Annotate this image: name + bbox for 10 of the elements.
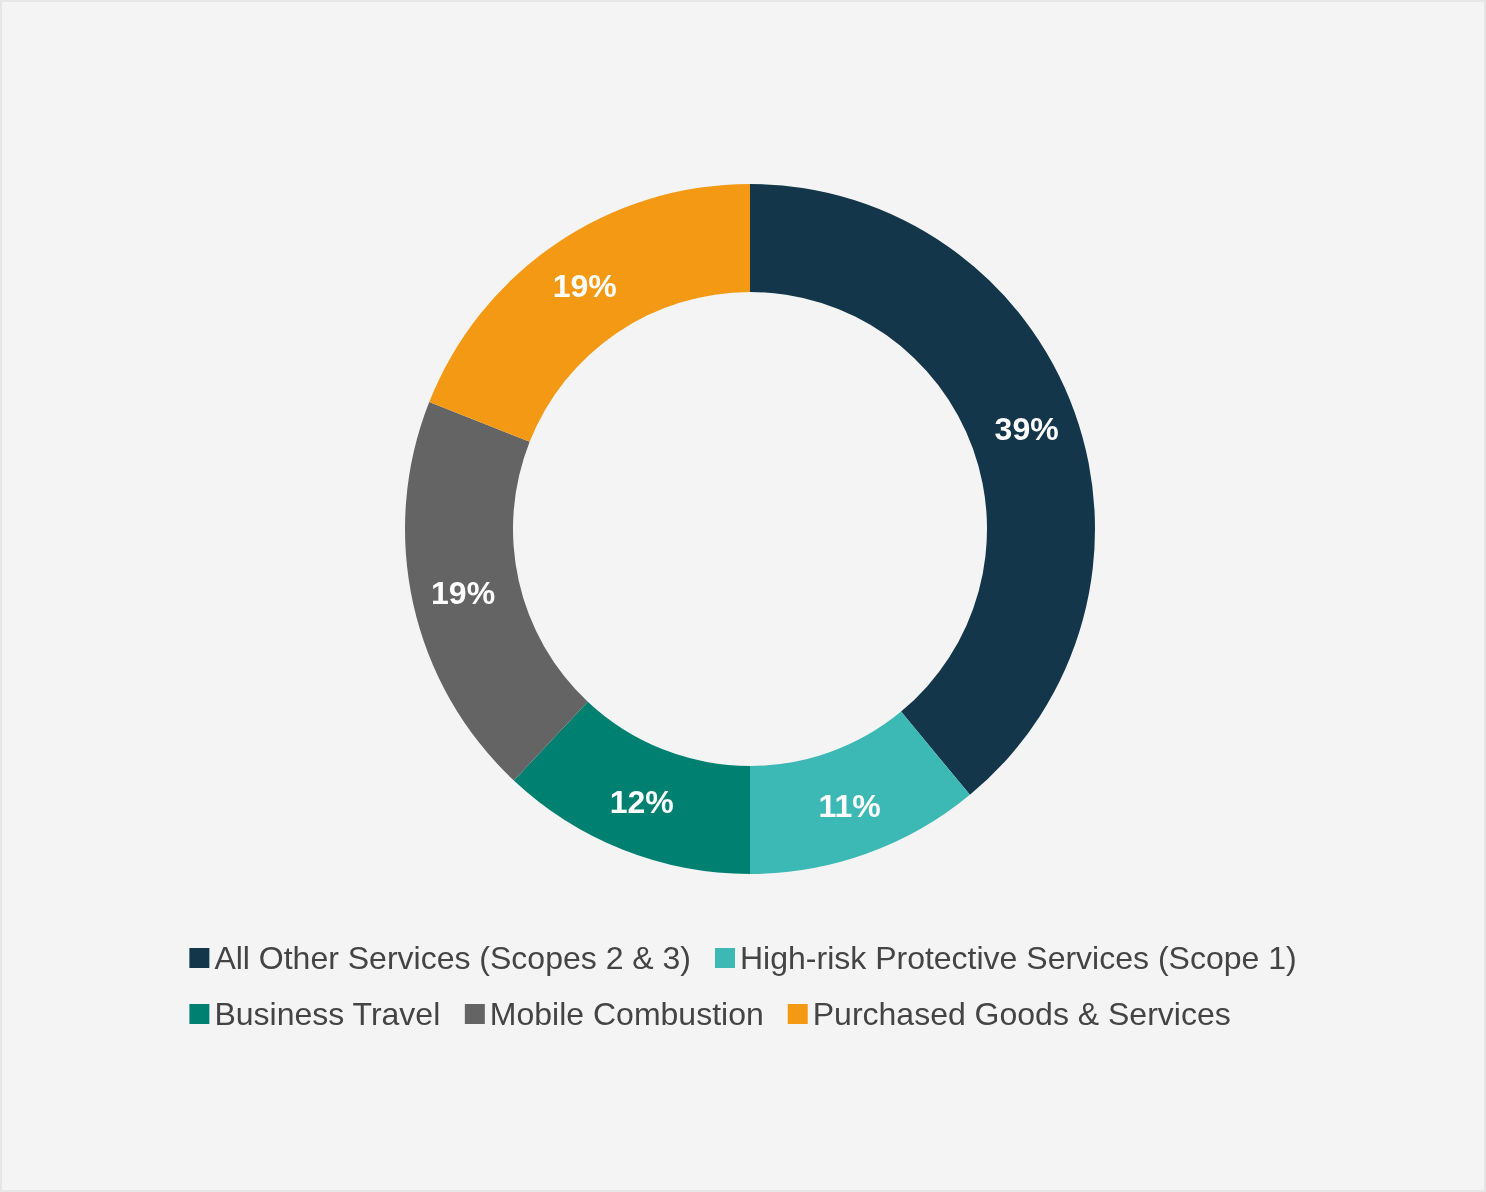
data-label: 19% [552, 267, 617, 304]
data-label: 11% [818, 787, 881, 824]
data-label: 12% [609, 784, 674, 821]
legend-label: All Other Services (Scopes 2 & 3) [214, 940, 691, 976]
legend-label: High-risk Protective Services (Scope 1) [740, 940, 1297, 976]
legend-label: Business Travel [214, 996, 441, 1032]
legend-label: Mobile Combustion [489, 996, 764, 1032]
data-label: 39% [994, 411, 1059, 448]
data-label: 19% [431, 575, 496, 612]
legend-label: Purchased Goods & Services [812, 996, 1231, 1032]
